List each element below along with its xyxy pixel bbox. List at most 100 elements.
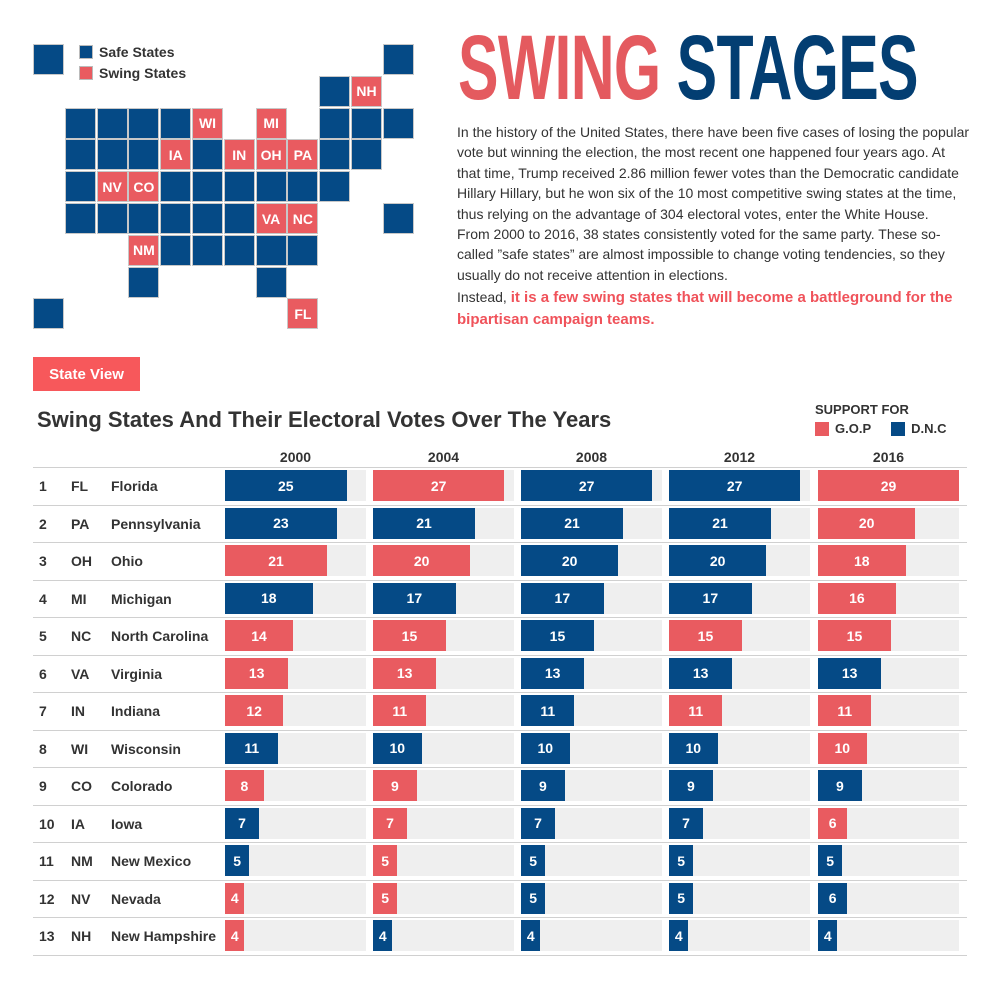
bar-va-2012[interactable]: 13 bbox=[669, 657, 733, 689]
map-tile-safe[interactable] bbox=[192, 234, 223, 266]
map-tile-nv[interactable]: NV bbox=[96, 171, 128, 203]
map-tile-in[interactable]: IN bbox=[223, 139, 255, 171]
bar-nh-2004[interactable]: 4 bbox=[373, 920, 393, 951]
map-tile-safe[interactable] bbox=[96, 203, 128, 234]
bar-ia-2000[interactable]: 7 bbox=[225, 807, 260, 839]
map-tile-safe[interactable] bbox=[96, 139, 128, 171]
map-tile-safe[interactable] bbox=[160, 234, 192, 266]
bar-fl-2016[interactable]: 29 bbox=[818, 470, 959, 501]
map-tile-safe[interactable] bbox=[319, 75, 351, 107]
state-view-button[interactable]: State View bbox=[33, 357, 140, 391]
bar-co-2016[interactable]: 9 bbox=[818, 770, 862, 801]
map-tile-safe[interactable] bbox=[351, 139, 382, 171]
map-tile-safe[interactable] bbox=[382, 203, 414, 234]
map-tile-safe[interactable] bbox=[128, 266, 160, 298]
bar-nm-2016[interactable]: 5 bbox=[818, 845, 843, 876]
bar-oh-2008[interactable]: 20 bbox=[521, 545, 619, 576]
map-tile-safe[interactable] bbox=[223, 234, 255, 266]
bar-in-2004[interactable]: 11 bbox=[373, 695, 427, 726]
map-tile-safe[interactable] bbox=[160, 107, 192, 139]
bar-oh-2012[interactable]: 20 bbox=[669, 545, 767, 576]
bar-co-2004[interactable]: 9 bbox=[373, 770, 417, 801]
bar-nm-2004[interactable]: 5 bbox=[373, 845, 398, 876]
bar-co-2008[interactable]: 9 bbox=[521, 770, 565, 801]
map-tile-mi[interactable]: MI bbox=[255, 107, 287, 139]
map-tile-safe[interactable] bbox=[382, 107, 414, 139]
map-tile-oh[interactable]: OH bbox=[255, 139, 287, 171]
bar-nc-2004[interactable]: 15 bbox=[373, 620, 446, 651]
bar-pa-2016[interactable]: 20 bbox=[818, 507, 916, 539]
bar-wi-2000[interactable]: 11 bbox=[225, 732, 279, 764]
map-tile-safe[interactable] bbox=[287, 171, 319, 203]
map-tile-safe[interactable] bbox=[255, 171, 287, 203]
bar-fl-2008[interactable]: 27 bbox=[521, 470, 653, 501]
map-tile-safe[interactable] bbox=[319, 107, 351, 139]
bar-fl-2012[interactable]: 27 bbox=[669, 470, 801, 501]
map-tile-wi[interactable]: WI bbox=[192, 107, 223, 139]
bar-nc-2012[interactable]: 15 bbox=[669, 620, 742, 651]
bar-ia-2008[interactable]: 7 bbox=[521, 807, 556, 839]
bar-fl-2004[interactable]: 27 bbox=[373, 470, 505, 501]
map-tile-safe[interactable] bbox=[64, 107, 96, 139]
map-tile-safe[interactable] bbox=[223, 171, 255, 203]
map-tile-ia[interactable]: IA bbox=[160, 139, 192, 171]
bar-in-2000[interactable]: 12 bbox=[225, 695, 284, 726]
map-tile-safe[interactable] bbox=[192, 139, 223, 171]
bar-nv-2000[interactable]: 4 bbox=[225, 882, 245, 914]
bar-nm-2012[interactable]: 5 bbox=[669, 845, 694, 876]
bar-mi-2000[interactable]: 18 bbox=[225, 582, 313, 614]
bar-pa-2000[interactable]: 23 bbox=[225, 507, 337, 539]
bar-oh-2000[interactable]: 21 bbox=[225, 545, 328, 576]
map-tile-safe[interactable] bbox=[33, 44, 64, 75]
map-tile-safe[interactable] bbox=[192, 171, 223, 203]
map-tile-safe[interactable] bbox=[319, 171, 351, 203]
bar-mi-2012[interactable]: 17 bbox=[669, 582, 752, 614]
map-tile-safe[interactable] bbox=[128, 203, 160, 234]
bar-oh-2004[interactable]: 20 bbox=[373, 545, 471, 576]
bar-wi-2016[interactable]: 10 bbox=[818, 732, 867, 764]
bar-in-2008[interactable]: 11 bbox=[521, 695, 575, 726]
bar-mi-2016[interactable]: 16 bbox=[818, 582, 896, 614]
bar-ia-2004[interactable]: 7 bbox=[373, 807, 408, 839]
bar-nv-2012[interactable]: 5 bbox=[669, 882, 694, 914]
map-tile-safe[interactable] bbox=[128, 107, 160, 139]
bar-nc-2008[interactable]: 15 bbox=[521, 620, 594, 651]
map-tile-safe[interactable] bbox=[33, 298, 64, 330]
bar-va-2008[interactable]: 13 bbox=[521, 657, 585, 689]
map-tile-safe[interactable] bbox=[128, 139, 160, 171]
map-tile-nm[interactable]: NM bbox=[128, 234, 160, 266]
bar-fl-2000[interactable]: 25 bbox=[225, 470, 347, 501]
bar-nh-2016[interactable]: 4 bbox=[818, 920, 838, 951]
bar-nv-2004[interactable]: 5 bbox=[373, 882, 398, 914]
bar-nv-2016[interactable]: 6 bbox=[818, 882, 848, 914]
map-tile-safe[interactable] bbox=[255, 234, 287, 266]
bar-nm-2008[interactable]: 5 bbox=[521, 845, 546, 876]
bar-nh-2000[interactable]: 4 bbox=[225, 920, 245, 951]
bar-co-2012[interactable]: 9 bbox=[669, 770, 713, 801]
bar-nc-2000[interactable]: 14 bbox=[225, 620, 294, 651]
map-tile-nh[interactable]: NH bbox=[351, 75, 382, 107]
bar-oh-2016[interactable]: 18 bbox=[818, 545, 906, 576]
map-tile-safe[interactable] bbox=[160, 203, 192, 234]
map-tile-safe[interactable] bbox=[287, 234, 319, 266]
map-tile-safe[interactable] bbox=[64, 139, 96, 171]
bar-wi-2004[interactable]: 10 bbox=[373, 732, 422, 764]
bar-ia-2016[interactable]: 6 bbox=[818, 807, 848, 839]
bar-va-2016[interactable]: 13 bbox=[818, 657, 882, 689]
map-tile-safe[interactable] bbox=[64, 171, 96, 203]
bar-nc-2016[interactable]: 15 bbox=[818, 620, 891, 651]
map-tile-pa[interactable]: PA bbox=[287, 139, 319, 171]
bar-wi-2008[interactable]: 10 bbox=[521, 732, 570, 764]
map-tile-co[interactable]: CO bbox=[128, 171, 160, 203]
bar-ia-2012[interactable]: 7 bbox=[669, 807, 704, 839]
bar-wi-2012[interactable]: 10 bbox=[669, 732, 718, 764]
bar-nv-2008[interactable]: 5 bbox=[521, 882, 546, 914]
bar-mi-2004[interactable]: 17 bbox=[373, 582, 456, 614]
bar-mi-2008[interactable]: 17 bbox=[521, 582, 604, 614]
bar-nm-2000[interactable]: 5 bbox=[225, 845, 250, 876]
bar-nh-2012[interactable]: 4 bbox=[669, 920, 689, 951]
map-tile-safe[interactable] bbox=[96, 107, 128, 139]
bar-pa-2004[interactable]: 21 bbox=[373, 507, 476, 539]
map-tile-safe[interactable] bbox=[351, 107, 382, 139]
map-tile-safe[interactable] bbox=[160, 171, 192, 203]
